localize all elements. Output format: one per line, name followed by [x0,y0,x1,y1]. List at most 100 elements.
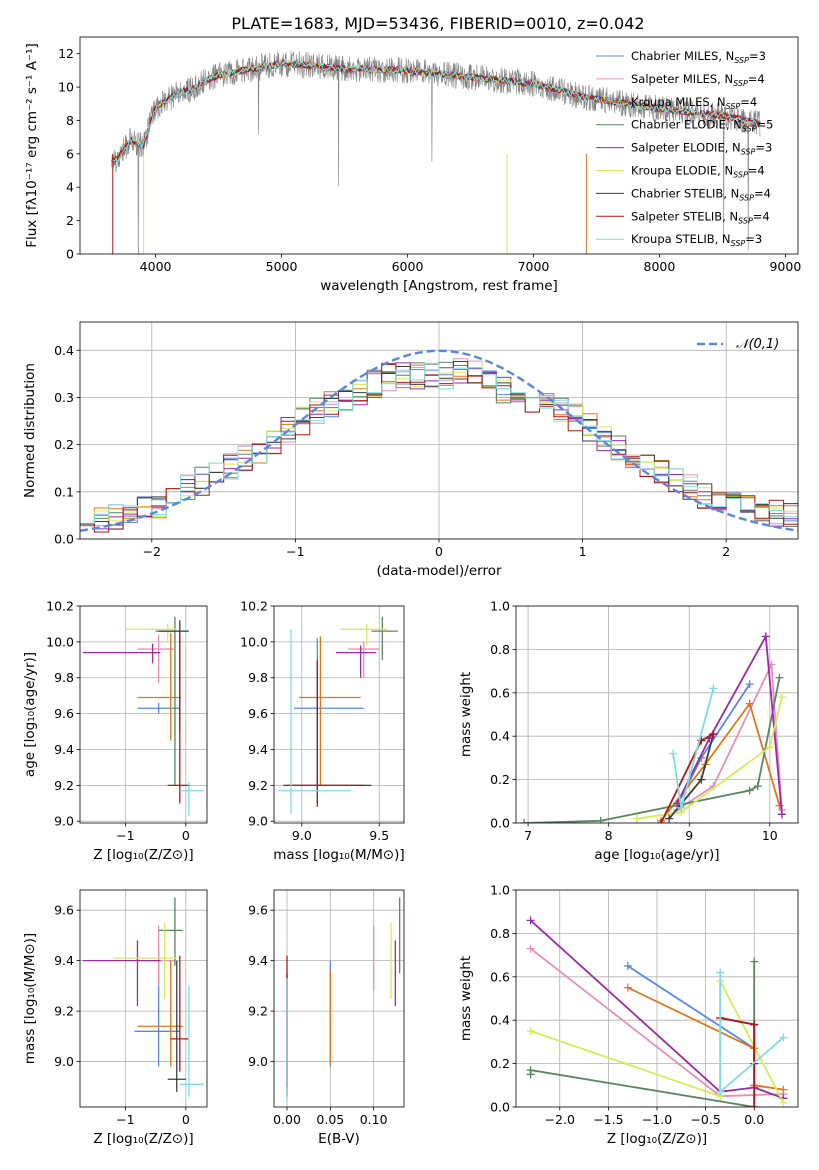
error-bar-point [278,629,352,815]
x-tick-label: −1.0 [642,1112,672,1127]
y-tick-label: 8 [66,113,74,128]
y-axis-label: mass weight [458,956,474,1041]
x-tick-label: 9.5 [369,828,389,843]
mass-weight-marker [777,810,786,819]
y-axis-label: Flux [fλ10⁻¹⁷ erg cm⁻² s⁻¹ A⁻¹] [24,43,40,248]
mass-weight-marker [520,819,529,823]
mass-weight-line [636,696,783,820]
mass-weight-marker [526,916,535,925]
mass-weight-marker [657,819,666,823]
error-bar-point [158,620,189,732]
mass-weight-line [676,661,783,811]
x-axis-label: Z [log₁₀(Z/Z⊙)] [93,1131,193,1147]
x-tick-label: 9 [685,828,693,843]
x-axis-label: Z [log₁₀(Z/Z⊙)] [607,1131,707,1147]
mass-weight-marker [750,1103,759,1107]
y-axis-label: mass [log₁₀(M/M⊙)] [22,933,38,1064]
y-tick-label: 9.8 [248,670,268,685]
plot-area [80,322,798,539]
y-tick-label: 9.0 [248,814,268,829]
legend-entry: Kroupa MILES, NSSP=4 [631,95,757,111]
y-tick-label: 0.4 [490,1013,510,1028]
y-axis-label: Normed distribution [22,363,38,498]
x-tick-label: 7 [524,828,532,843]
x-tick-label: 0.0 [744,1112,764,1127]
y-tick-label: 0.1 [54,484,74,499]
x-tick-label: 5000 [266,259,298,274]
plot-area [274,606,404,823]
mass-weight-marker [775,801,784,810]
error-bar-point [83,940,161,1007]
residual-histogram [80,362,798,524]
legend-entry: 𝒩(0,1) [736,337,779,352]
x-tick-label: 0 [435,544,443,559]
error-bar-point [137,632,181,741]
mass-weight-marker [777,693,786,702]
mass-weight-marker [596,816,605,823]
x-tick-label: 4000 [140,259,172,274]
panel-massweight_vs_Z: −2.0 −1.5 −1.0 −0.5 0.0 0.0 0.2 0.4 0.6 0.8 1.0 Z [… [458,883,799,1147]
panel-age_vs_Z: −1 0 9.0 9.2 9.4 9.6 9.8 10.0 10.2 Z [log₁₀(Z/Z⊙)… [22,599,208,863]
x-tick-label: 6000 [392,259,424,274]
error-bar-point [179,985,204,1097]
y-tick-label: 9.6 [248,903,268,918]
plot-area [80,890,207,1107]
y-tick-label: 0.2 [490,772,510,787]
legend-entry: Kroupa ELODIE, NSSP=4 [631,164,765,180]
y-tick-label: 1.0 [490,599,510,614]
y-tick-label: 9.2 [248,778,268,793]
error-bar-point [83,643,161,664]
error-bar-point [125,623,177,642]
legend-entry: Salpeter ELODIE, NSSP=3 [631,141,772,157]
panel-residual_hist: −2 −1 0 1 2 0.0 0.1 0.2 0.3 0.4 (data-model)/error… [22,321,799,579]
panel-mass_vs_Z: −1 0 9.0 9.2 9.4 9.6 Z [log₁₀(Z/Z⊙)] mass [log₁… [22,889,208,1147]
x-tick-label: 7000 [518,259,550,274]
x-tick-label: −2 [143,544,161,559]
x-tick-label: −2.0 [545,1112,575,1127]
legend-entry: Chabrier STELIB, NSSP=4 [631,186,771,202]
x-axis-label: E(B-V) [318,1131,360,1147]
normal-curve [80,349,798,532]
x-tick-label: 9000 [769,259,801,274]
mass-weight-marker [745,680,754,689]
mass-weight-marker [765,743,774,752]
y-tick-label: 9.6 [248,706,268,721]
x-axis-label: mass [log₁₀(M/M⊙)] [273,847,404,863]
plot-area [111,51,761,254]
x-tick-label: 2 [722,544,730,559]
error-bar-point [348,641,380,678]
y-tick-label: 0.0 [54,532,74,547]
legend: 𝒩(0,1) [697,337,779,352]
y-tick-label: 0 [66,247,74,262]
legend-entry: Kroupa STELIB, NSSP=3 [631,232,762,248]
model-spectrum-line [111,59,761,163]
y-tick-label: 0.2 [490,1056,510,1071]
mass-weight-marker [775,673,784,682]
y-tick-label: 0.2 [54,437,74,452]
error-bar-point [137,702,180,714]
y-tick-label: 9.0 [248,1054,268,1069]
legend-entry: Salpeter MILES, NSSP=4 [631,72,765,88]
figure-title: PLATE=1683, MJD=53436, FIBERID=0010, z=0… [231,14,644,33]
mass-weight-marker [745,699,754,708]
x-tick-label: 10 [762,828,778,843]
mass-weight-line [720,1017,756,1107]
panel-age_vs_mass: 9.0 9.5 9.0 9.2 9.4 9.6 9.8 10.0 10.2 mass [log₁₀… [240,599,405,864]
y-tick-label: 0.0 [490,816,510,831]
axes-frame [79,889,208,1108]
x-tick-label: 0.00 [273,1112,301,1127]
y-tick-label: 0.0 [490,1100,510,1115]
error-bar-point [167,960,186,1092]
mass-weight-marker [779,1085,788,1094]
error-bar-point [283,659,364,807]
y-tick-label: 4 [66,180,74,195]
mass-weight-marker [526,1066,535,1075]
x-tick-label: −1 [116,828,134,843]
legend-entry: Salpeter STELIB, NSSP=4 [631,209,770,225]
mass-weight-marker [716,968,725,977]
mass-weight-line [524,677,781,823]
axes-frame [79,36,799,255]
y-tick-label: 0.4 [490,729,510,744]
panel-spectrum: 4000 5000 6000 7000 8000 9000 0 2 4 6 8 10 12 wavelen… [24,36,801,294]
x-axis-label: (data-model)/error [376,563,502,579]
